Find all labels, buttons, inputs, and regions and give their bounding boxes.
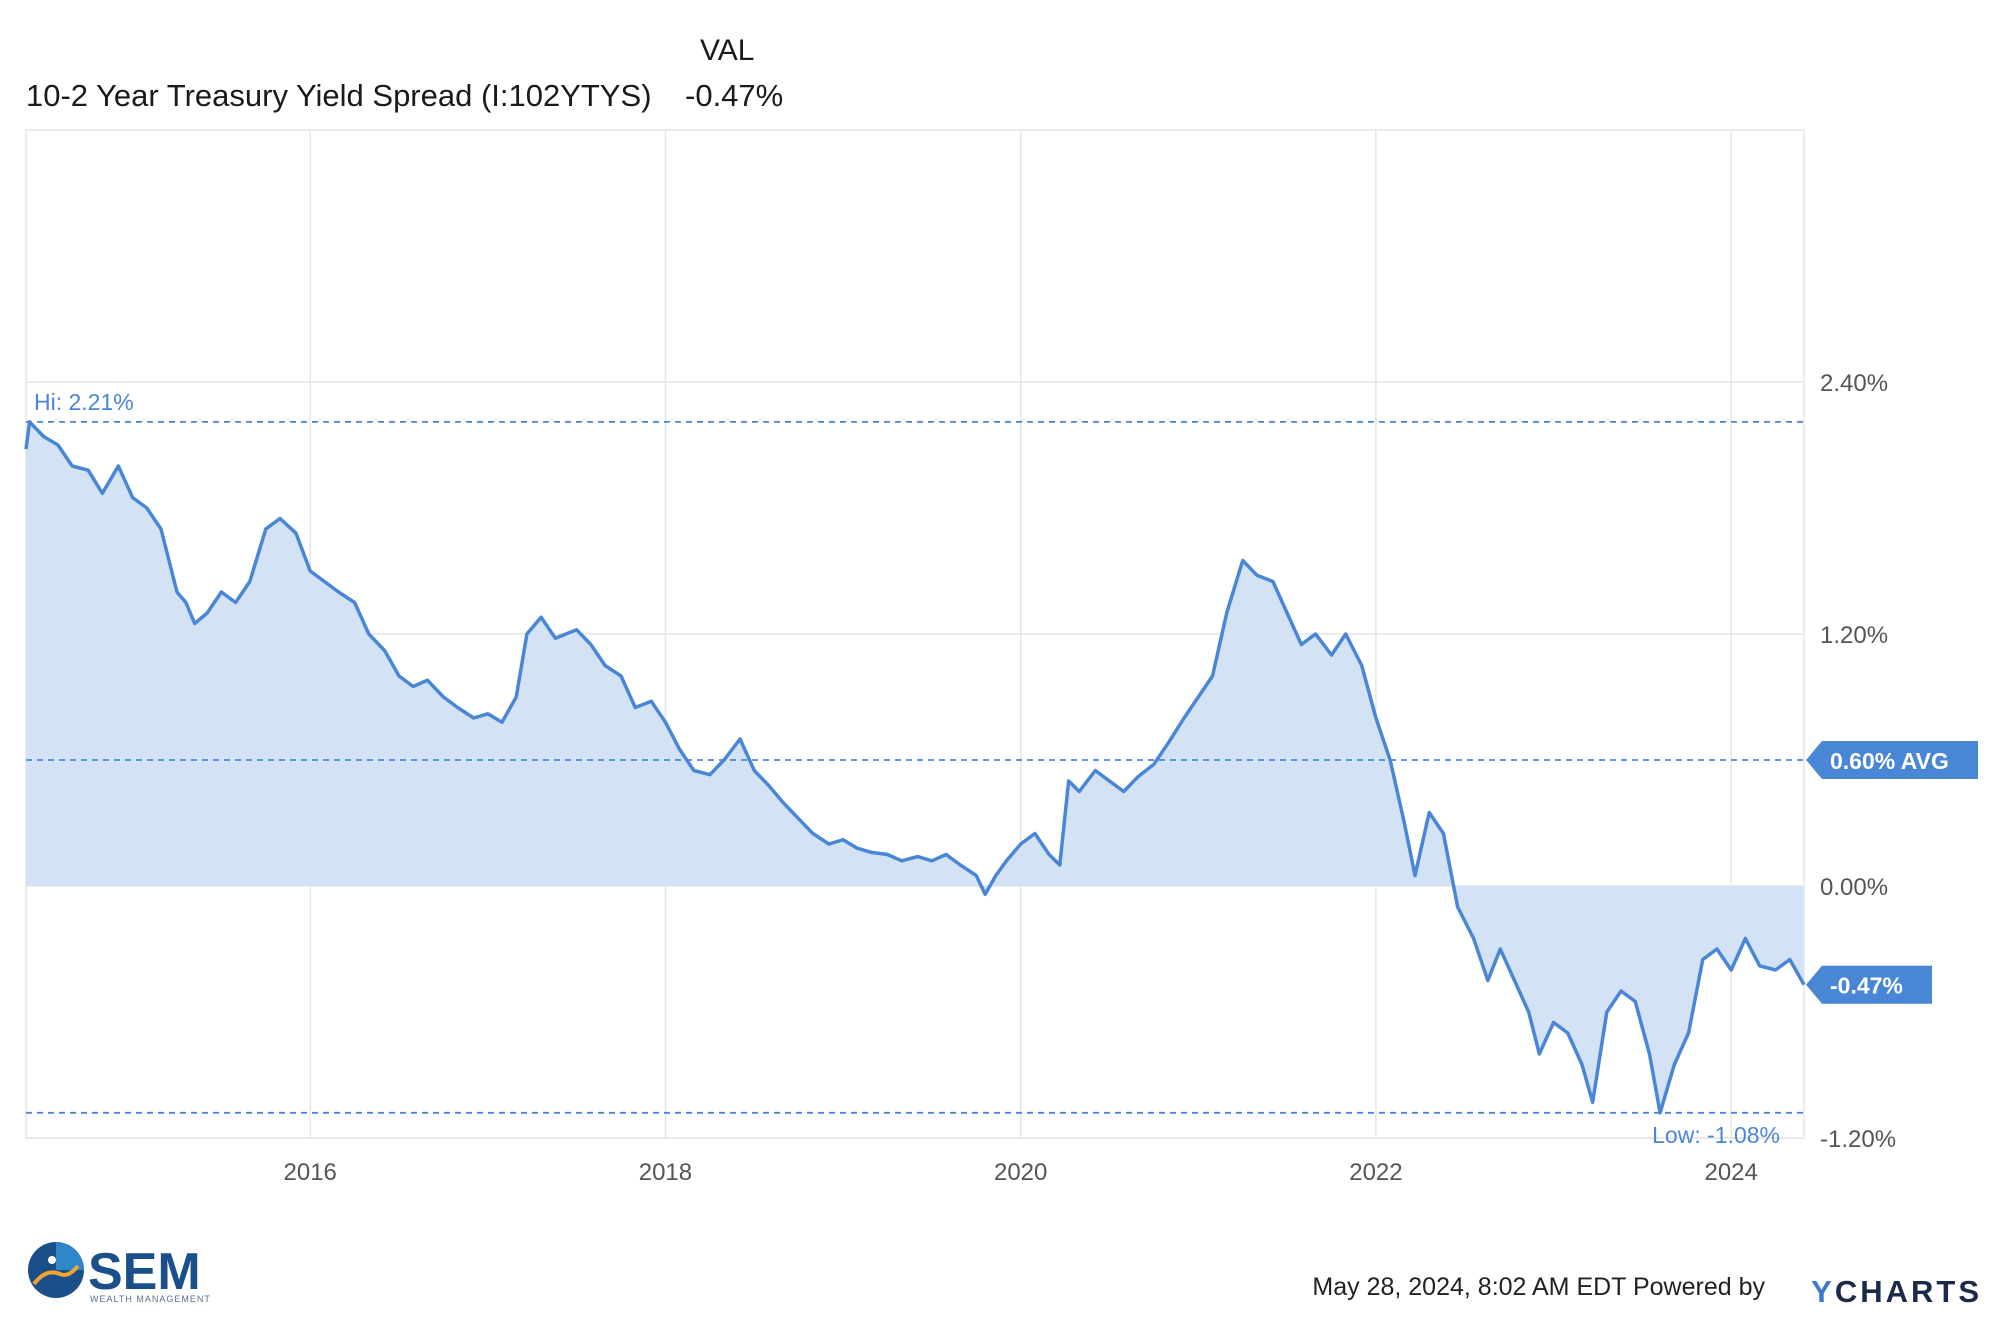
series-area — [26, 421, 1804, 1113]
ycharts-logo: YCHARTS — [1811, 1274, 1982, 1310]
legend-series-value: -0.47% — [685, 78, 784, 113]
x-tick-label: 2018 — [639, 1159, 692, 1186]
last-value-badge-label: -0.47% — [1830, 973, 1903, 999]
x-tick-label: 2024 — [1704, 1159, 1757, 1186]
footer-powered-by: Powered by — [1632, 1273, 1765, 1301]
reference-lines: Hi: 2.21% Low: -1.08% — [26, 389, 1804, 1148]
avg-badge-label: 0.60% AVG — [1830, 748, 1949, 774]
legend-column-header: VAL — [700, 34, 755, 67]
ycharts-logo-y: Y — [1811, 1274, 1835, 1309]
y-tick-label: 2.40% — [1820, 370, 1888, 397]
series-line — [24, 420, 1806, 1115]
x-tick-label: 2020 — [994, 1159, 1047, 1186]
last-value-badge: -0.47% — [1806, 965, 1932, 1004]
last-value-badge-shape — [1806, 965, 1932, 1004]
low-label: Low: -1.08% — [1652, 1122, 1780, 1148]
footer-date-text: May 28, 2024, 8:02 AM EDT — [1312, 1273, 1627, 1301]
ycharts-logo-text: CHARTS — [1834, 1274, 1982, 1309]
sem-logo-text: SEM — [88, 1243, 201, 1301]
area-fill — [26, 421, 1804, 1113]
sem-logo-icon — [28, 1242, 84, 1298]
axes: 2.40% 1.20% 0.00% -1.20% 2016 2018 2020 2022 202… — [284, 370, 1897, 1186]
footer-timestamp: May 28, 2024, 8:02 AM EDT Powered by — [1312, 1273, 1765, 1302]
y-tick-label: 0.00% — [1820, 874, 1888, 901]
sem-logo-tagline: WEALTH MANAGEMENT — [90, 1294, 211, 1304]
legend-series-name: 10-2 Year Treasury Yield Spread (I:102YT… — [26, 78, 652, 113]
y-tick-label: 1.20% — [1820, 622, 1888, 649]
x-tick-label: 2022 — [1349, 1159, 1402, 1186]
avg-badge: 0.60% AVG — [1806, 741, 1978, 779]
y-tick-label: -1.20% — [1820, 1126, 1896, 1153]
value-badges: 0.60% AVG -0.47% — [1806, 741, 1978, 1004]
x-tick-label: 2016 — [284, 1159, 337, 1186]
series-line-path — [24, 420, 1806, 1115]
hi-label: Hi: 2.21% — [34, 389, 134, 415]
avg-badge-shape — [1806, 741, 1978, 779]
